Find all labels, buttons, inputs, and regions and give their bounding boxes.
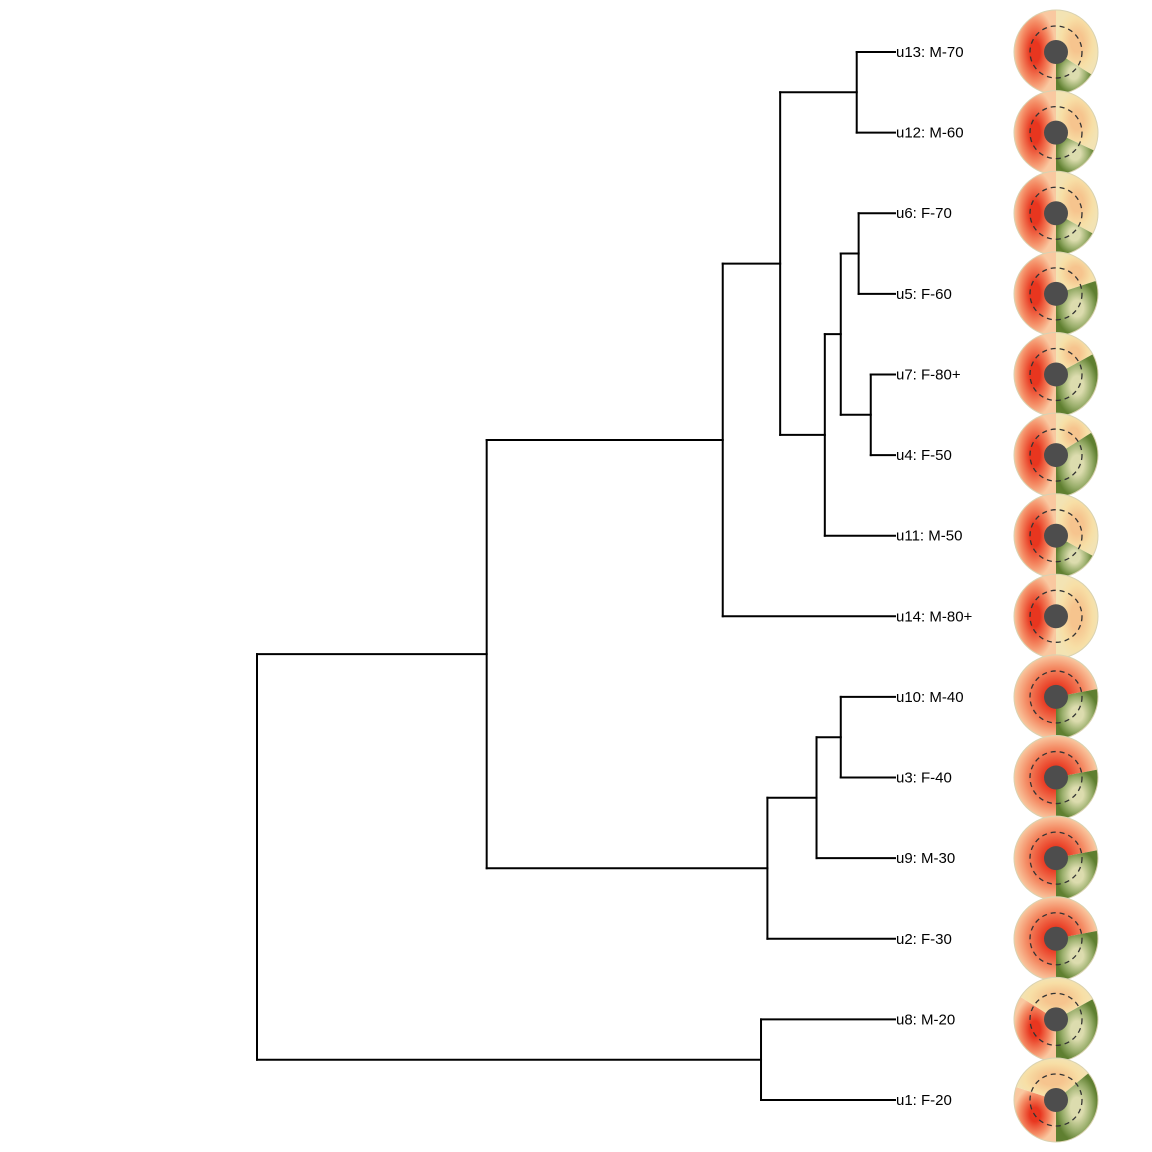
glyph-dashed-ring [1029, 428, 1083, 482]
glyph-wedge-green [1056, 432, 1098, 498]
glyph-u6 [1013, 170, 1099, 256]
dendrogram-branches [256, 51, 896, 1101]
glyph-hub [1044, 604, 1068, 629]
glyph-u12 [1013, 90, 1099, 176]
glyph-dashed-ring [1029, 831, 1083, 885]
glyph-hub [1044, 281, 1068, 306]
glyph-dashed-ring [1029, 670, 1083, 724]
glyph-wedge-red [1014, 413, 1056, 498]
glyph-hub [1044, 684, 1068, 709]
glyph-hub [1044, 443, 1068, 468]
leaf-label-u10: u10: M-40 [896, 689, 964, 706]
glyph-dashed-ring [1029, 509, 1083, 563]
glyph-u9 [1013, 815, 1099, 901]
glyph-wedge-green [1056, 132, 1095, 175]
glyph-u4 [1013, 412, 1099, 498]
glyph-wedge-red [1014, 90, 1056, 175]
leaf-label-u2: u2: F-30 [896, 931, 952, 948]
glyph-hub [1044, 1088, 1068, 1112]
glyph-wedge-beige [1020, 977, 1093, 1020]
glyph-dashed-ring [1029, 186, 1083, 240]
glyph-hub [1044, 926, 1068, 951]
glyph-wedge-red [1014, 10, 1056, 94]
leaf-label-u13: u13: M-70 [896, 44, 964, 61]
glyph-hub [1044, 120, 1068, 145]
leaf-label-u8: u8: M-20 [896, 1011, 955, 1028]
leaf-label-u14: u14: M-80+ [896, 608, 973, 625]
glyph-wedge-red [1014, 171, 1056, 256]
glyph-wedge-beige [1056, 10, 1098, 75]
glyph-u7 [1013, 331, 1099, 417]
glyph-wedge-green [1056, 1073, 1099, 1142]
glyph-dashed-ring [1029, 1073, 1083, 1127]
glyph-rim [1013, 1057, 1099, 1143]
glyph-u5 [1013, 251, 1099, 337]
glyph-dashed-ring [1029, 347, 1083, 402]
glyph-wedge-red [1014, 493, 1056, 578]
glyph-hub [1044, 362, 1068, 387]
leaf-label-u11: u11: M-50 [896, 528, 962, 545]
leaf-labels: u13: M-70 u12: M-60 u6: F-70 u5: F-60 u7: F-… [896, 44, 973, 1109]
glyph-dashed-ring [1029, 267, 1083, 321]
leaf-label-u5: u5: F-60 [896, 286, 952, 303]
glyph-hub [1044, 523, 1068, 548]
glyph-wedge-beige [1016, 1058, 1089, 1100]
glyph-wedge-red [1014, 332, 1056, 417]
glyph-wedge-red [1014, 574, 1056, 659]
glyph-u11 [1013, 493, 1099, 579]
glyph-u1 [1013, 1057, 1099, 1143]
glyph-u3 [1013, 735, 1099, 821]
leaf-label-u4: u4: F-50 [896, 447, 952, 464]
glyph-wedge-red [1014, 251, 1056, 336]
glyph-wedge-beige [1056, 574, 1098, 659]
glyph-u2 [1013, 896, 1099, 982]
glyph-dashed-ring [1029, 589, 1083, 643]
leaf-label-u7: u7: F-80+ [896, 366, 961, 383]
leaf-label-u1: u1: F-20 [896, 1092, 952, 1109]
glyph-u10 [1013, 654, 1099, 740]
glyph-u8 [1013, 976, 1099, 1062]
glyph-wedge-beige [1056, 251, 1096, 294]
leaf-label-u9: u9: M-30 [896, 850, 955, 867]
glyph-u14 [1013, 573, 1099, 659]
leaf-label-u12: u12: M-60 [896, 125, 964, 142]
glyph-dashed-ring [1029, 25, 1083, 79]
glyph-hub [1044, 1007, 1068, 1032]
leaf-label-u3: u3: F-40 [896, 770, 952, 787]
leaf-label-u6: u6: F-70 [896, 205, 952, 222]
glyph-hub [1044, 40, 1068, 64]
glyph-hub [1044, 201, 1068, 226]
glyph-dashed-ring [1029, 750, 1083, 805]
glyph-u13 [1013, 9, 1099, 95]
glyph-hub [1044, 765, 1068, 790]
glyph-wedge-beige [1056, 413, 1092, 456]
glyph-wedge-green [1056, 52, 1092, 94]
glyph-dashed-ring [1029, 992, 1083, 1047]
leaf-glyphs [1013, 9, 1099, 1143]
glyph-dashed-ring [1029, 105, 1083, 160]
glyph-wedge-red [1014, 996, 1056, 1062]
glyph-dashed-ring [1029, 912, 1083, 966]
glyph-hub [1044, 846, 1068, 871]
